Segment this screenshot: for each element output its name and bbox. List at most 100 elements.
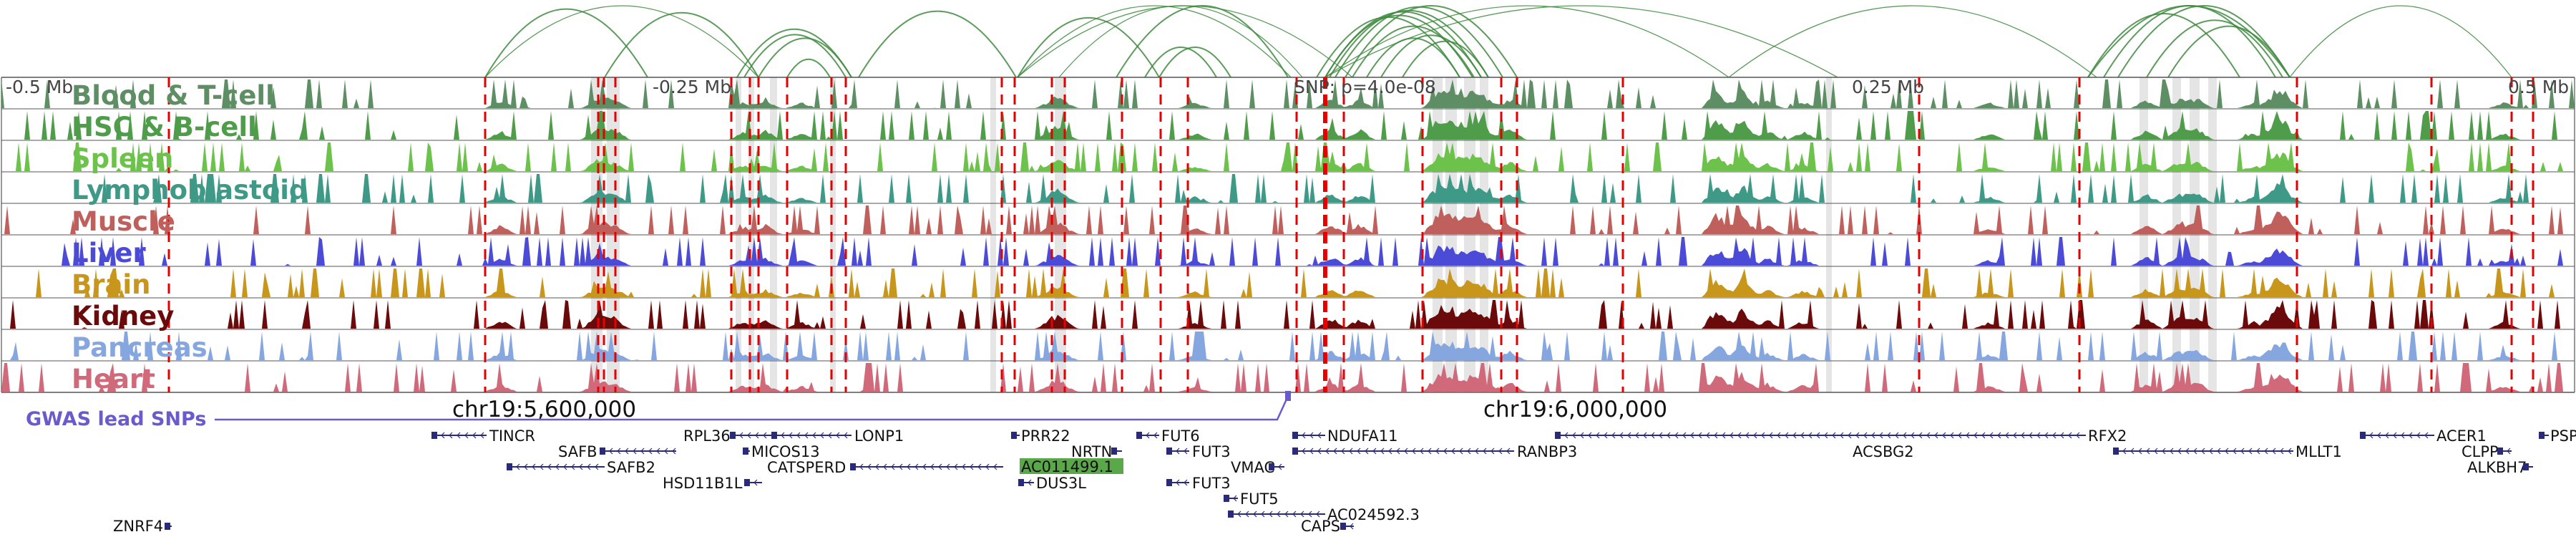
strand-arrow: [993, 463, 997, 470]
strand-arrow: [970, 463, 974, 470]
strand-arrow: [796, 432, 801, 439]
chromatin-arc: [1402, 40, 1489, 78]
chromatin-arc: [1116, 5, 1289, 78]
gene-annotation-track: TINCR RPL36 LONP1 PRR22 FUT6 NDUFA11 RFX…: [113, 427, 2576, 535]
gene-caps: CAPS: [1301, 518, 1354, 535]
strand-arrow: [1824, 432, 1828, 439]
strand-arrow: [2217, 448, 2221, 455]
gene-exon: [1292, 432, 1298, 439]
strand-arrow: [2280, 448, 2284, 455]
strand-arrow: [2401, 432, 2405, 439]
gene-exon: [2497, 448, 2503, 455]
strand-arrow: [1292, 511, 1297, 518]
strand-arrow: [1412, 448, 1416, 455]
strand-arrow: [2209, 448, 2213, 455]
signal-track: [1, 111, 2575, 140]
gene-safb: SAFB: [558, 443, 676, 460]
gene-exon: [1292, 448, 1298, 455]
strand-arrow: [2248, 448, 2253, 455]
chromatin-arc: [2087, 5, 2290, 78]
gene-znrf4: ZNRF4: [113, 518, 172, 535]
strand-arrow: [1627, 432, 1631, 439]
strand-arrow: [2256, 448, 2260, 455]
chromatin-arc: [743, 34, 847, 78]
strand-arrow: [1451, 448, 1455, 455]
strand-arrow: [571, 463, 575, 470]
strand-arrow: [617, 448, 621, 455]
strand-arrow: [1261, 511, 1265, 518]
gene-ac011499-1: AC011499.1: [1020, 458, 1123, 475]
variant-lines: [167, 77, 2534, 392]
gene-label: AC024592.3: [1327, 506, 1420, 523]
strand-arrow: [625, 448, 629, 455]
gene-exon: [2360, 432, 2366, 439]
strand-arrow: [2424, 432, 2429, 439]
strand-arrow: [2233, 448, 2237, 455]
gene-exon: [600, 448, 605, 455]
strand-arrow: [2185, 448, 2190, 455]
strand-arrow: [2240, 448, 2245, 455]
chromatin-arc: [2146, 19, 2283, 78]
strand-arrow: [1722, 432, 1726, 439]
chromatin-arc: [1366, 37, 1460, 78]
strand-arrow: [875, 463, 879, 470]
strand-arrow: [579, 463, 583, 470]
strand-arrow: [938, 463, 942, 470]
strand-arrow: [1028, 479, 1032, 486]
strand-arrow: [930, 463, 935, 470]
chromatin-arc: [2117, 5, 2290, 78]
strand-arrow: [1325, 448, 1330, 455]
chromatin-arc: [1728, 5, 2097, 78]
strand-arrow: [633, 448, 637, 455]
strand-arrow: [1667, 432, 1671, 439]
gene-fut3a: FUT3: [1166, 443, 1231, 460]
gene-label: TINCR: [489, 427, 535, 445]
gene-label: DUS3L: [1036, 475, 1086, 492]
strand-arrow: [781, 432, 785, 439]
strand-arrow: [1792, 432, 1797, 439]
strand-arrow: [747, 432, 751, 439]
track-label-blood-tcell: Blood & T-cell: [72, 80, 275, 111]
strand-arrow: [648, 448, 653, 455]
gene-acsbg2: ACSBG2: [1853, 443, 1914, 460]
gene-rpl36: RPL36: [683, 427, 773, 445]
strand-arrow: [1651, 432, 1655, 439]
strand-arrow: [2507, 448, 2511, 455]
strand-arrow: [1753, 432, 1757, 439]
strand-arrow: [1950, 432, 1954, 439]
gene-exon: [1166, 448, 1172, 455]
strand-arrow: [2177, 448, 2182, 455]
track-label-pancreas: Pancreas: [72, 332, 208, 363]
strand-arrow: [1690, 432, 1694, 439]
track-label-muscle: Muscle: [72, 206, 175, 237]
gene-mllt1: MLLT1: [2113, 443, 2342, 460]
strand-arrow: [1761, 432, 1765, 439]
chromatin-arc: [2103, 5, 2276, 78]
chromatin-arc: [1158, 47, 1231, 78]
signal-track: [1, 142, 2575, 171]
strand-arrow: [1635, 432, 1639, 439]
strand-arrow: [1737, 432, 1742, 439]
strand-arrow: [1800, 432, 1805, 439]
strand-arrow: [922, 463, 927, 470]
strand-arrow: [1176, 479, 1180, 486]
gene-label: HSD11B1L: [663, 475, 743, 492]
strand-arrow: [1396, 448, 1400, 455]
strand-arrow: [2393, 432, 2397, 439]
chromatin-arc: [1017, 5, 1292, 78]
strand-arrow: [1643, 432, 1647, 439]
gene-nrtn: NRTN: [1071, 443, 1122, 460]
strand-arrow: [664, 448, 668, 455]
gene-exon: [1228, 511, 1234, 518]
gene-label: VMAC: [1231, 459, 1274, 476]
strand-arrow: [1349, 448, 1353, 455]
gene-exon: [730, 432, 736, 439]
strand-arrow: [1309, 448, 1314, 455]
signal-area: [1, 363, 2575, 392]
strand-arrow: [914, 463, 919, 470]
gene-clpp: CLPP: [2462, 443, 2512, 460]
gene-label: AC011499.1: [1021, 458, 1113, 475]
strand-arrow: [883, 463, 887, 470]
gene-fut6: FUT6: [1136, 427, 1200, 445]
